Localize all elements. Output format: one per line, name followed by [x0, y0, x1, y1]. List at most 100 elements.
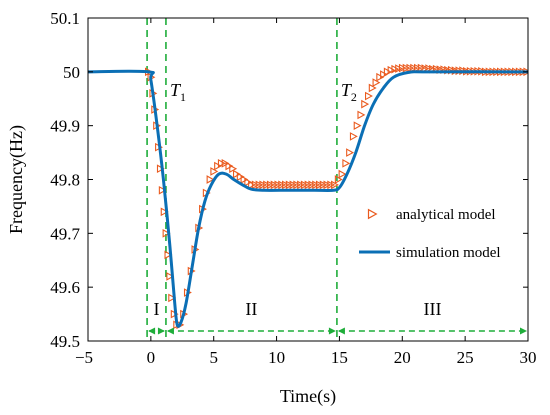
- analytical-point: [255, 180, 264, 190]
- analytical-point: [236, 172, 245, 182]
- analytical-point: [380, 70, 388, 79]
- analytical-point: [383, 67, 392, 77]
- analytical-point: [266, 180, 275, 190]
- region-arrow-head-right-1: [328, 327, 336, 335]
- simulation-line: [88, 69, 528, 328]
- analytical-point: [263, 180, 272, 190]
- analytical-point: [387, 65, 396, 75]
- analytical-point: [368, 83, 377, 93]
- analytical-point: [300, 180, 309, 190]
- time-marker-letter: T: [341, 80, 353, 100]
- analytical-point: [402, 63, 411, 73]
- region-arrow-head-left-2: [337, 327, 345, 335]
- time-marker-label-2: T2: [341, 80, 357, 104]
- y-tick-label: 50.1: [50, 9, 80, 28]
- analytical-point: [357, 110, 366, 120]
- analytical-point: [353, 121, 362, 130]
- analytical-point: [160, 207, 169, 217]
- region-label-0: I: [154, 299, 160, 319]
- analytical-point: [361, 99, 370, 109]
- legend-analytical-label: analytical model: [396, 207, 496, 223]
- analytical-point: [315, 180, 324, 190]
- analytical-point: [349, 132, 358, 141]
- x-tick-label: 5: [209, 348, 218, 367]
- analytical-point: [410, 63, 419, 73]
- analytical-point: [293, 180, 302, 190]
- analytical-point: [217, 159, 226, 168]
- analytical-point: [297, 180, 306, 190]
- analytical-point: [259, 180, 268, 190]
- analytical-point: [166, 272, 175, 281]
- analytical-point: [248, 180, 256, 190]
- y-tick-label: 49.5: [50, 332, 80, 351]
- y-tick-label: 49.9: [50, 117, 80, 136]
- analytical-point: [206, 175, 215, 184]
- analytical-point: [225, 161, 234, 171]
- analytical-point: [417, 63, 426, 73]
- analytical-point: [312, 180, 321, 190]
- analytical-point: [323, 180, 332, 190]
- analytical-point: [346, 148, 355, 157]
- analytical-point: [319, 180, 328, 190]
- plot-layer: [88, 18, 528, 341]
- analytical-point: [221, 159, 230, 168]
- x-tick-label: 30: [520, 348, 537, 367]
- analytical-point: [274, 180, 283, 190]
- analytical-point: [244, 177, 253, 187]
- x-axis-title: Time(s): [280, 386, 336, 407]
- analytical-point: [304, 180, 313, 190]
- analytical-point: [331, 180, 339, 190]
- analytical-point: [278, 180, 287, 190]
- y-tick-label: 49.7: [50, 224, 80, 243]
- x-tick-label: 0: [147, 348, 156, 367]
- analytical-point: [162, 229, 171, 238]
- analytical-point: [372, 78, 381, 87]
- analytical-point: [376, 72, 385, 82]
- analytical-point: [158, 185, 167, 195]
- analytical-point: [334, 175, 343, 184]
- analytical-point: [164, 250, 173, 260]
- y-tick-label: 49.6: [50, 278, 80, 297]
- y-axis-title: Frequency(Hz): [6, 125, 27, 234]
- x-tick-label: 25: [457, 348, 474, 367]
- x-tick-label: 10: [268, 348, 285, 367]
- plot-frame: [87, 17, 529, 342]
- analytical-point: [232, 169, 241, 179]
- y-tick-label: 50: [63, 63, 80, 82]
- time-marker-letter: T: [170, 80, 182, 100]
- region-arrow-head-left-1: [166, 327, 174, 335]
- region-arrow-head-left-0: [148, 327, 156, 335]
- legend-analytical-marker: [367, 208, 378, 220]
- region-label-1: II: [245, 299, 257, 319]
- analytical-point: [395, 64, 404, 73]
- time-marker-label-1: T1: [170, 80, 186, 104]
- analytical-point: [214, 161, 223, 171]
- analytical-point: [289, 180, 298, 190]
- analytical-point: [338, 169, 347, 179]
- region-label-2: III: [423, 299, 441, 319]
- analytical-point: [327, 180, 336, 190]
- analytical-point: [414, 63, 422, 73]
- analytical-point: [168, 293, 177, 303]
- x-tick-label: 15: [331, 348, 348, 367]
- x-tick-label: −5: [75, 348, 93, 367]
- time-marker-subscript: 1: [180, 90, 186, 104]
- analytical-point: [391, 64, 400, 74]
- y-tick-label: 49.8: [50, 171, 80, 190]
- legend-simulation-label: simulation model: [396, 245, 501, 261]
- analytical-point: [270, 180, 279, 190]
- analytical-point: [285, 180, 294, 190]
- x-tick-label: 20: [394, 348, 411, 367]
- analytical-point: [282, 180, 290, 190]
- analytical-point: [229, 164, 238, 174]
- analytical-point: [406, 63, 415, 73]
- analytical-point: [251, 180, 260, 190]
- time-marker-subscript: 2: [351, 90, 357, 104]
- analytical-point: [398, 63, 407, 73]
- analytical-point: [421, 64, 430, 73]
- analytical-point: [342, 159, 351, 168]
- analytical-point: [364, 91, 373, 101]
- analytical-point: [210, 167, 219, 176]
- analytical-point: [240, 175, 249, 184]
